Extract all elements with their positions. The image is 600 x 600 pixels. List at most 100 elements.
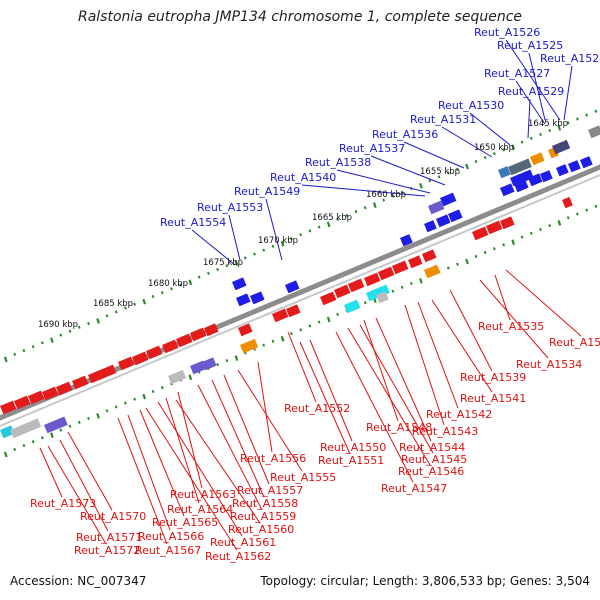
tick-mark-outer [548,128,552,133]
gene-feature [448,209,463,223]
tick-mark-outer [87,321,90,326]
gene-feature [231,277,247,291]
tick-mark-inner [216,362,220,367]
leader-line-reverse [363,319,399,422]
tick-mark-inner [225,359,229,363]
tick-mark-outer [234,260,239,266]
tick-mark-inner [474,254,478,259]
leader-line-reverse [211,379,265,498]
gene-label-reverse: Reut_A1551 [318,454,384,467]
tick-mark-inner [391,289,395,293]
leader-line-reverse [335,331,414,483]
gene-feature [508,158,532,176]
gene-label-forward: Reut_A1538 [305,156,371,169]
gene-feature [146,345,163,360]
tick-mark-outer [299,233,303,237]
gene-label-reverse: Reut_A1561 [210,536,276,549]
tick-mark-inner [548,223,552,228]
gene-label-reverse: Reut_A1563 [170,488,236,501]
gene-feature [423,220,437,233]
tick-mark-outer [308,229,312,233]
leader-line-reverse [404,304,445,426]
leader-line-reverse [494,274,511,321]
tick-mark-outer [428,179,432,183]
gene-label-forward: Reut_A1536 [372,128,438,141]
tick-mark-inner [40,436,44,440]
gene-feature [344,299,361,314]
gene-feature [472,226,489,241]
gene-label-forward: Reut_A1540 [270,171,336,184]
gene-feature [497,166,511,179]
tick-mark-outer [363,206,367,210]
tick-mark-inner [188,374,193,381]
gene-label-reverse: Reut_A1571 [76,531,142,544]
tick-mark-outer [585,113,589,117]
tick-mark-inner [123,401,127,405]
gene-label-reverse: Reut_A1534 [516,358,582,371]
kbp-label: 1685 kbp [93,299,133,309]
gene-label-reverse: Reut_A1566 [138,530,204,543]
gene-feature [580,156,593,169]
leader-line-reverse [223,374,270,485]
gene-feature [286,304,301,318]
tick-mark-outer [336,217,339,221]
tick-mark-outer [197,275,201,279]
tick-mark-inner [493,247,496,251]
leader-line-reverse [505,269,582,337]
gene-feature [71,375,89,390]
tick-mark-inner [576,212,579,216]
tick-mark-outer [372,202,377,208]
gene-feature [552,139,571,155]
gene-label-forward: Reut_A1554 [160,216,226,229]
gene-feature [540,170,553,183]
leader-line-forward [228,214,241,261]
tick-mark-outer [31,345,35,349]
gene-label-reverse: Reut_A1558 [232,497,298,510]
tick-mark-outer [3,356,8,363]
gene-feature [568,160,581,173]
gene-label-reverse: Reut_A1539 [460,371,526,384]
leader-line-reverse [139,409,185,517]
leader-line-reverse [299,341,351,455]
tick-mark-outer [326,221,331,228]
gene-feature [348,278,365,293]
gene-label-reverse: Reut_A1533 [549,336,600,349]
leader-line-reverse [449,289,493,372]
tick-mark-inner [511,239,516,246]
tick-mark-inner [105,409,109,413]
gene-label-reverse: Reut_A1547 [381,482,447,495]
tick-mark-outer [142,298,147,305]
backbone-line-inner [0,174,600,427]
gene-label-reverse: Reut_A1559 [230,510,296,523]
leader-line-forward [469,112,511,146]
gene-feature [407,255,423,269]
tick-mark-inner [114,405,118,409]
tick-mark-outer [77,325,81,329]
sequence-summary-text: Topology: circular; Length: 3,806,533 bp… [260,574,590,588]
leader-line-reverse [431,299,493,393]
tick-mark-outer [96,318,100,324]
gene-label-reverse: Reut_A1545 [401,453,467,466]
gene-feature [162,339,179,354]
tick-mark-inner [308,324,312,328]
gene-feature [236,293,251,307]
tick-mark-outer [400,190,404,194]
leader-line-forward [505,39,561,121]
gene-label-reverse: Reut_A1572 [74,544,140,557]
gene-feature [376,291,389,304]
tick-mark-inner [142,393,147,400]
gene-feature [190,360,207,375]
kbp-label: 1670 kbp [258,236,298,246]
gene-feature [400,234,413,247]
tick-mark-outer [345,213,349,218]
tick-mark-outer [151,294,155,299]
gene-feature [99,364,117,379]
gene-label-forward: Reut_A1524 [540,52,600,65]
label-leader-lines [39,39,582,551]
tick-mark-inner [317,320,321,324]
tick-mark-inner [502,243,506,247]
tick-mark-outer [576,117,579,121]
kbp-label: 1645 kbp [528,119,568,129]
map-title: Ralstonia eutropha JMP134 chromosome 1, … [77,9,522,25]
tick-mark-inner [22,443,26,448]
